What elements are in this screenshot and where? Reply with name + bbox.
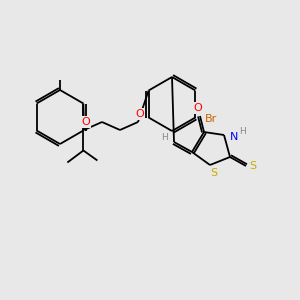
Text: O: O — [194, 103, 202, 113]
Text: N: N — [230, 132, 238, 142]
Text: O: O — [136, 109, 144, 119]
Text: S: S — [249, 161, 256, 171]
Text: S: S — [210, 168, 218, 178]
Text: H: H — [162, 134, 168, 142]
Text: O: O — [82, 117, 90, 127]
Text: Br: Br — [205, 115, 218, 124]
Text: H: H — [238, 127, 245, 136]
